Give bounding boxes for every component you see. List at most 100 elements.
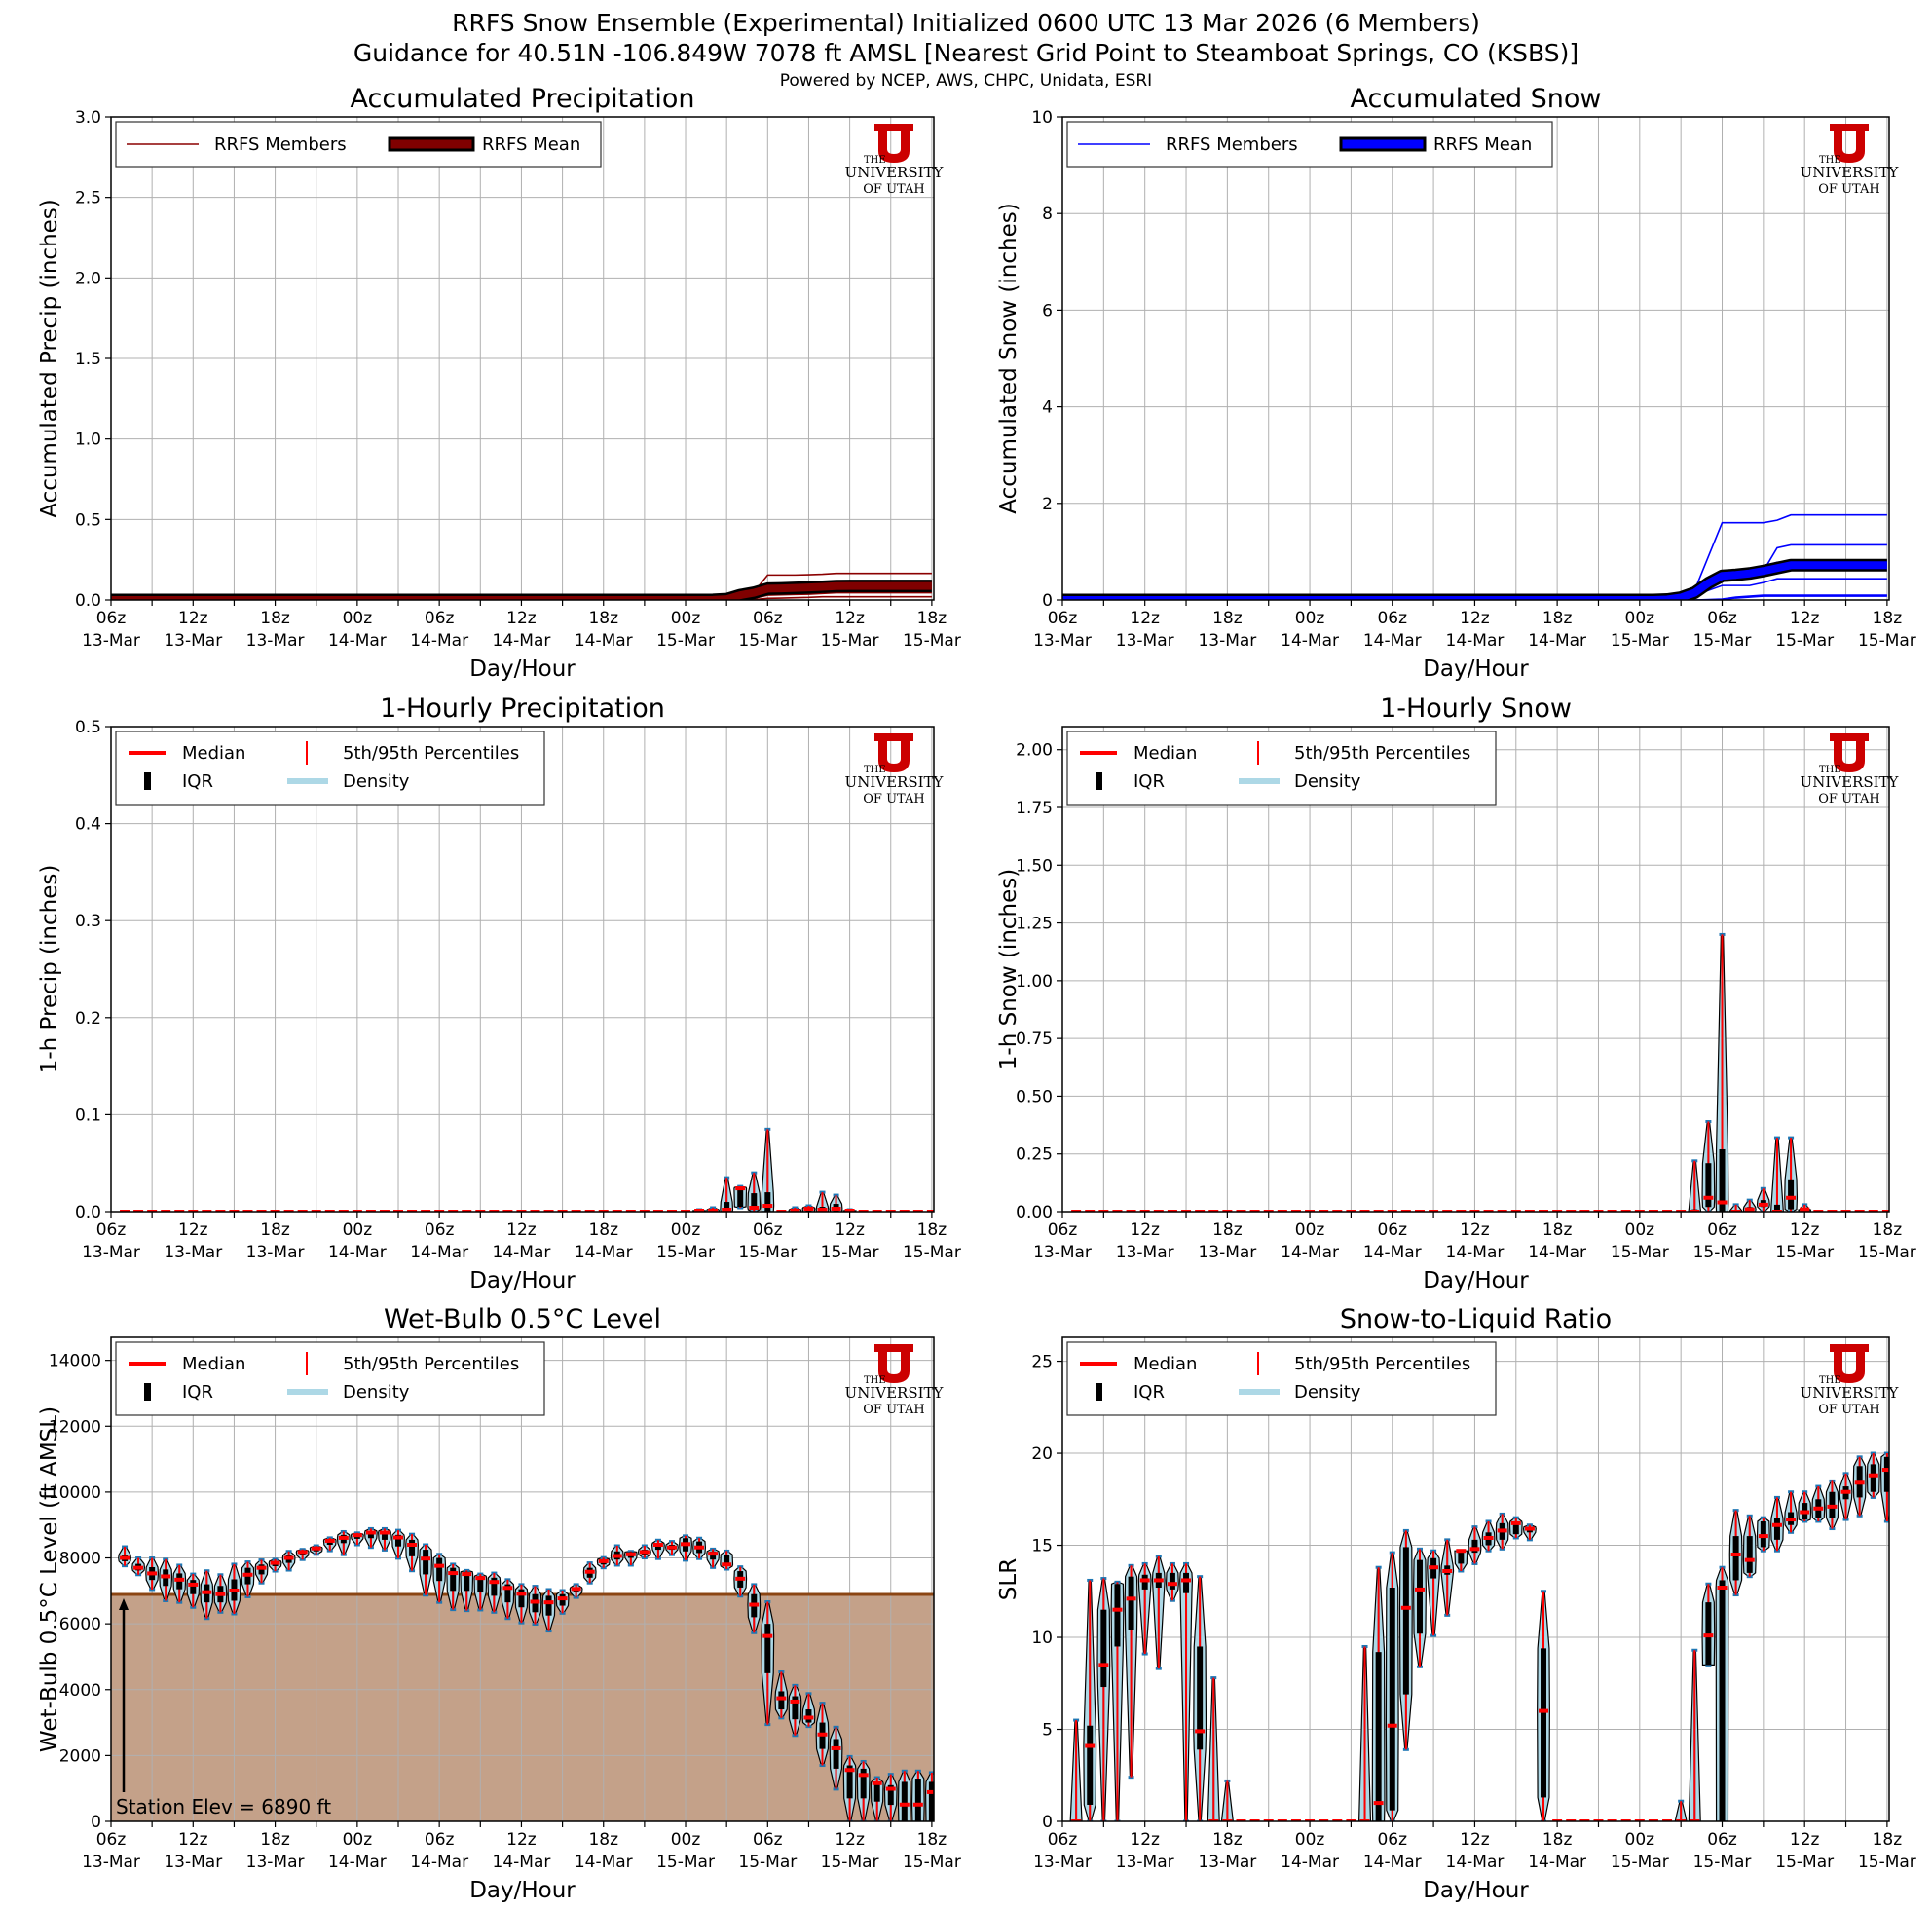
median-mark (625, 1210, 636, 1212)
violin (1319, 1819, 1329, 1821)
y-tick-label: 25 (1031, 1353, 1053, 1372)
violin (131, 1556, 146, 1577)
median-mark (161, 1574, 171, 1579)
violin (378, 1526, 391, 1552)
iqr-bar (887, 1784, 894, 1806)
violin (448, 1210, 459, 1212)
median-mark (1730, 1552, 1741, 1556)
median-mark (1868, 1210, 1878, 1212)
violin (1839, 1472, 1853, 1521)
violin (1167, 1210, 1177, 1212)
x-tick-label-date: 13-Mar (82, 631, 140, 651)
violin (1552, 1210, 1563, 1212)
median-mark (1827, 1504, 1838, 1509)
violin (1263, 1210, 1274, 1212)
median-mark (1277, 1210, 1287, 1212)
violin (1096, 1577, 1111, 1821)
violin (516, 1210, 527, 1212)
median-mark (1346, 1210, 1356, 1212)
data-layer (111, 572, 932, 600)
x-tick-label-date: 14-Mar (410, 631, 468, 651)
x-tick-label-time: 18z (917, 1220, 947, 1240)
median-mark (899, 1802, 910, 1807)
legend-iqr-label: IQR (1133, 771, 1165, 792)
median-mark (1263, 1210, 1274, 1212)
violin (571, 1210, 581, 1212)
legend: Median 5th/95th Percentiles IQR Density (115, 731, 545, 806)
median-mark (434, 1210, 445, 1212)
iqr-bar (190, 1580, 197, 1594)
x-tick-label-date: 14-Mar (575, 1243, 633, 1262)
legend-density-label: Density (343, 1382, 410, 1403)
y-tick-label: 0.5 (75, 718, 101, 737)
median-mark (489, 1580, 500, 1585)
x-tick-label-date: 13-Mar (246, 1853, 305, 1872)
chart-title: 1-Hourly Precipitation (380, 693, 665, 724)
median-mark (1181, 1578, 1192, 1583)
median-mark (1786, 1195, 1797, 1200)
chart-hourly-precip: 06z 13-Mar 12z 13-Mar 18z 13-Mar 00z 14-Mar 06z 1… (37, 693, 961, 1293)
violin (1222, 1210, 1233, 1212)
x-tick-label-date: 13-Mar (1033, 1243, 1092, 1262)
violin (1868, 1210, 1878, 1212)
median-mark (625, 1552, 636, 1556)
x-tick-label-date: 14-Mar (1446, 1243, 1505, 1262)
x-tick-label-time: 00z (671, 1830, 701, 1850)
legend-iqr-swatch (144, 772, 151, 790)
y-tick-label: 1.5 (75, 350, 101, 369)
x-tick-label-date: 14-Mar (493, 631, 551, 651)
legend-median-label: Median (182, 743, 245, 764)
median-mark (1112, 1607, 1123, 1612)
legend-mean-label: RRFS Mean (482, 134, 580, 155)
median-mark (1332, 1819, 1343, 1821)
x-tick-label-time: 12z (506, 609, 537, 628)
median-mark (1881, 1210, 1889, 1212)
y-tick-label: 1.25 (1016, 915, 1053, 934)
x-tick-label-time: 18z (1212, 609, 1243, 628)
chart-title: Accumulated Precipitation (351, 84, 695, 114)
median-mark (1510, 1210, 1521, 1212)
legend-mean-swatch (1339, 136, 1427, 152)
violin (227, 1562, 242, 1616)
member-line (111, 595, 932, 600)
median-mark (885, 1786, 896, 1791)
x-tick-label-time: 12z (1460, 1830, 1490, 1850)
violin (623, 1550, 638, 1567)
x-tick-label-date: 15-Mar (738, 1853, 797, 1872)
x-tick-label-date: 14-Mar (410, 1243, 468, 1262)
violin (1290, 1210, 1301, 1212)
median-mark (530, 1210, 540, 1212)
x-tick-label-date: 13-Mar (1033, 1853, 1092, 1872)
data-layer (118, 1526, 934, 1821)
violin (1387, 1210, 1397, 1212)
x-tick-label-date: 15-Mar (903, 631, 961, 651)
violin (1866, 1451, 1880, 1499)
iqr-bar (1169, 1572, 1175, 1590)
x-axis-label: Day/Hour (469, 1878, 576, 1903)
violin (1607, 1819, 1617, 1821)
median-mark (831, 1207, 841, 1212)
x-tick-label-date: 15-Mar (1858, 1243, 1916, 1262)
median-mark (571, 1587, 581, 1592)
violin (801, 1204, 816, 1212)
x-tick-label-time: 12z (835, 1220, 865, 1240)
chart-title: Wet-Bulb 0.5°C Level (384, 1304, 661, 1334)
violin (1193, 1575, 1208, 1821)
median-mark (1085, 1210, 1096, 1212)
violin (1483, 1210, 1494, 1212)
violin (1263, 1819, 1274, 1821)
median-mark (899, 1210, 910, 1212)
violin (147, 1210, 158, 1212)
violin (1742, 1198, 1757, 1212)
median-mark (749, 1602, 760, 1607)
legend-mean-swatch (388, 136, 475, 152)
median-mark (338, 1210, 349, 1212)
member-line (1062, 513, 1887, 600)
iqr-bar (1100, 1609, 1107, 1688)
median-mark (229, 1210, 240, 1212)
violin (1798, 1203, 1812, 1212)
x-tick-label-date: 13-Mar (246, 1243, 305, 1262)
violin (1579, 1819, 1590, 1821)
